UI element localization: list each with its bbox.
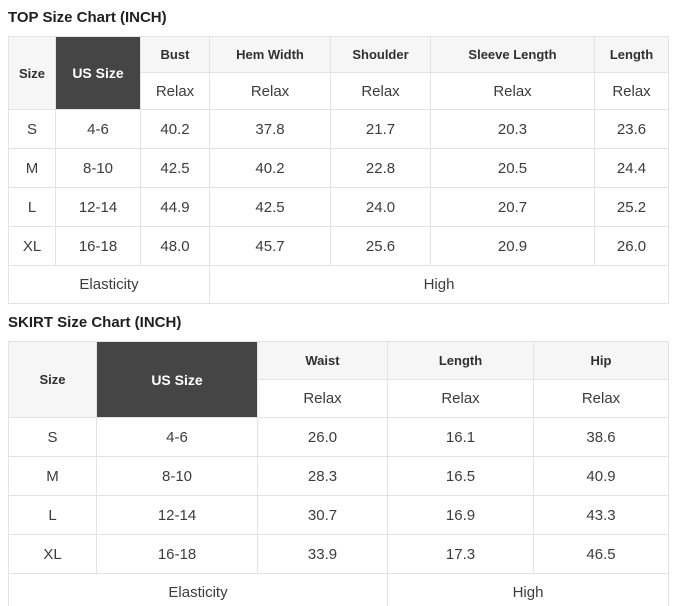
skirt-waist-header: Waist (257, 341, 388, 380)
skirt-us-size-header-cell: US Size (96, 341, 258, 418)
value-cell: 37.8 (209, 109, 331, 149)
value-cell: 45.7 (209, 226, 331, 266)
value-cell: 24.0 (330, 187, 431, 227)
value-cell: 43.3 (533, 495, 669, 535)
top-fit-row: Relax Relax Relax Relax Relax (9, 72, 669, 110)
skirt-row-xl: XL 16-18 33.9 17.3 46.5 (8, 534, 669, 574)
value-cell: 44.9 (140, 187, 210, 227)
skirt-row-l: L 12-14 30.7 16.9 43.3 (8, 495, 669, 535)
value-cell: 22.8 (330, 148, 431, 188)
skirt-size-table: Size US Size Waist Length Hip Relax Rela… (8, 341, 669, 606)
size-cell: L (8, 495, 97, 535)
top-fit-cell: Relax (594, 72, 669, 110)
value-cell: 38.6 (533, 417, 669, 457)
size-cell: XL (8, 226, 56, 266)
elasticity-label-cell: Elasticity (8, 573, 388, 606)
top-row-xl: XL 16-18 48.0 45.7 25.6 20.9 26.0 (8, 226, 669, 266)
skirt-hip-header: Hip (533, 341, 669, 380)
skirt-row-s: S 4-6 26.0 16.1 38.6 (8, 417, 669, 457)
value-cell: 46.5 (533, 534, 669, 574)
value-cell: 25.6 (330, 226, 431, 266)
top-size-header-cell: Size (8, 36, 56, 110)
top-bust-header: Bust (140, 36, 210, 73)
us-size-cell: 4-6 (55, 109, 141, 149)
value-cell: 28.3 (257, 456, 388, 496)
elasticity-value-cell: High (209, 265, 669, 304)
top-fit-cell: Relax (209, 72, 331, 110)
value-cell: 40.9 (533, 456, 669, 496)
skirt-fit-cell: Relax (387, 379, 534, 418)
top-shoulder-header: Shoulder (330, 36, 431, 73)
value-cell: 26.0 (257, 417, 388, 457)
skirt-fit-cell: Relax (533, 379, 669, 418)
elasticity-value-cell: High (387, 573, 669, 606)
value-cell: 42.5 (209, 187, 331, 227)
top-length-header: Length (594, 36, 669, 73)
top-fit-cell: Relax (430, 72, 595, 110)
us-size-cell: 8-10 (55, 148, 141, 188)
value-cell: 24.4 (594, 148, 669, 188)
value-cell: 30.7 (257, 495, 388, 535)
skirt-row-m: M 8-10 28.3 16.5 40.9 (8, 456, 669, 496)
size-cell: L (8, 187, 56, 227)
value-cell: 40.2 (140, 109, 210, 149)
top-row-s: S 4-6 40.2 37.8 21.7 20.3 23.6 (8, 109, 669, 149)
us-size-cell: 16-18 (55, 226, 141, 266)
us-size-cell: 12-14 (96, 495, 258, 535)
skirt-fit-cell: Relax (257, 379, 388, 418)
value-cell: 16.5 (387, 456, 534, 496)
skirt-size-header-cell: Size (8, 341, 97, 418)
top-elasticity-row: Elasticity High (8, 265, 669, 304)
value-cell: 40.2 (209, 148, 331, 188)
skirt-fit-row: Relax Relax Relax (9, 379, 669, 418)
elasticity-label-cell: Elasticity (8, 265, 210, 304)
us-size-cell: 12-14 (55, 187, 141, 227)
size-cell: S (8, 417, 97, 457)
top-row-l: L 12-14 44.9 42.5 24.0 20.7 25.2 (8, 187, 669, 227)
top-header-row: Size US Size Bust Hem Width Shoulder Sle… (8, 36, 669, 110)
value-cell: 20.5 (430, 148, 595, 188)
size-cell: XL (8, 534, 97, 574)
value-cell: 20.3 (430, 109, 595, 149)
value-cell: 48.0 (140, 226, 210, 266)
value-cell: 21.7 (330, 109, 431, 149)
value-cell: 20.9 (430, 226, 595, 266)
us-size-cell: 8-10 (96, 456, 258, 496)
top-chart-title: TOP Size Chart (INCH) (8, 9, 167, 26)
skirt-elasticity-row: Elasticity High (8, 573, 669, 606)
size-cell: M (8, 148, 56, 188)
value-cell: 17.3 (387, 534, 534, 574)
top-fit-cell: Relax (330, 72, 431, 110)
value-cell: 26.0 (594, 226, 669, 266)
value-cell: 16.9 (387, 495, 534, 535)
skirt-length-header: Length (387, 341, 534, 380)
top-size-table: Size US Size Bust Hem Width Shoulder Sle… (8, 36, 669, 304)
value-cell: 23.6 (594, 109, 669, 149)
us-size-cell: 4-6 (96, 417, 258, 457)
value-cell: 20.7 (430, 187, 595, 227)
value-cell: 42.5 (140, 148, 210, 188)
us-size-cell: 16-18 (96, 534, 258, 574)
size-cell: M (8, 456, 97, 496)
top-hem-width-header: Hem Width (209, 36, 331, 73)
value-cell: 25.2 (594, 187, 669, 227)
value-cell: 33.9 (257, 534, 388, 574)
size-cell: S (8, 109, 56, 149)
top-row-m: M 8-10 42.5 40.2 22.8 20.5 24.4 (8, 148, 669, 188)
skirt-chart-title: SKIRT Size Chart (INCH) (8, 314, 182, 331)
value-cell: 16.1 (387, 417, 534, 457)
top-sleeve-length-header: Sleeve Length (430, 36, 595, 73)
skirt-header-row: Size US Size Waist Length Hip (8, 341, 669, 418)
top-us-size-header-cell: US Size (55, 36, 141, 110)
top-fit-cell: Relax (140, 72, 210, 110)
